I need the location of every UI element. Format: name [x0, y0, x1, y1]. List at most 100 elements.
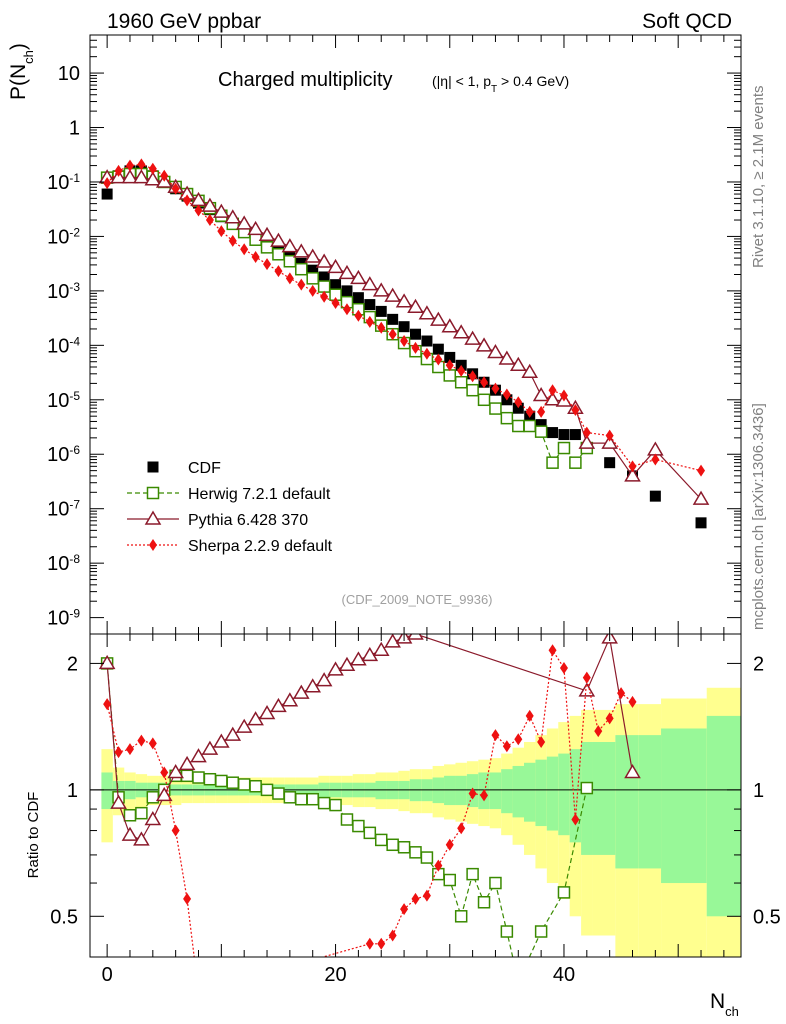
point-pythia [464, 330, 481, 345]
band-stat [524, 762, 536, 822]
ratio-point-sherpa [468, 787, 477, 800]
subscript: ch [725, 1004, 739, 1019]
point-pythia [270, 232, 287, 247]
point-pythia [407, 298, 424, 314]
point-sherpa [228, 234, 237, 247]
ratio-point-herwig [260, 783, 274, 797]
point-pythia [281, 238, 299, 253]
point-pythia [624, 467, 641, 482]
ratio-point-herwig [180, 769, 194, 783]
ratio-point-sherpa [571, 813, 580, 826]
legend-label: CDF [188, 460, 221, 477]
point-pythia [452, 324, 470, 339]
point-cdf [341, 285, 353, 297]
legend-entry-pythia: Pythia 6.428 370 [127, 510, 308, 529]
point-sherpa [148, 162, 157, 175]
y-tick-label: 10 [58, 63, 80, 85]
text-part: 10 [47, 553, 69, 575]
legend-entry-cdf: CDF [147, 460, 221, 477]
header-right: Soft QCD [642, 10, 732, 33]
point-pythia [315, 253, 333, 268]
legend: CDF Herwig 7.2.1 default Pythia 6.428 370 S… [127, 460, 333, 555]
point-pythia [121, 169, 139, 184]
text-part: 10 [47, 281, 69, 303]
ratio-point-pythia [167, 763, 184, 779]
point-sherpa [422, 347, 431, 360]
ratio-point-pythia [315, 672, 333, 687]
point-herwig [477, 393, 491, 407]
point-herwig [306, 272, 319, 285]
point-sherpa [605, 429, 614, 442]
point-sherpa [582, 426, 591, 439]
superscript: -2 [69, 225, 80, 239]
ratio-point-herwig [340, 813, 354, 826]
band-stat [558, 753, 570, 836]
point-cdf [375, 305, 387, 317]
ratio-point-herwig [363, 826, 377, 840]
ratio-point-pythia [98, 654, 116, 670]
superscript: -6 [69, 443, 80, 457]
header-left: 1960 GeV ppbar [107, 10, 261, 33]
ratio-point-herwig [283, 791, 297, 804]
band-stat [638, 735, 662, 869]
point-sherpa [697, 464, 706, 477]
point-cdf [444, 351, 456, 363]
band-stat [535, 759, 547, 827]
point-pythia [601, 434, 618, 449]
ratio-axes: 0 20 40 0.5 0.5 1 1 2 2 [50, 634, 781, 986]
x-tick-label: 0 [102, 964, 113, 986]
ratio-point-sherpa [445, 838, 454, 851]
ratio-point-sherpa [594, 725, 603, 738]
ratio-point-sherpa [559, 662, 568, 675]
band-stat [512, 765, 524, 818]
ratio-point-herwig [352, 819, 365, 833]
point-herwig [523, 419, 536, 433]
y-tick-label: 10-5 [47, 389, 80, 412]
mcplots-label: mcplots.cern.ch [arXiv:1306.3436] [750, 403, 767, 630]
ratio-point-herwig [420, 851, 434, 864]
point-sherpa [285, 272, 294, 285]
point-sherpa [137, 158, 146, 171]
y-tick-label: 10-9 [47, 607, 80, 630]
point-herwig [295, 262, 308, 276]
point-cdf [398, 321, 410, 333]
band-stat [455, 775, 467, 806]
point-sherpa [103, 177, 112, 190]
text-part: 10 [47, 444, 69, 466]
ratio-point-herwig [226, 776, 240, 789]
series-sherpa [103, 158, 706, 477]
band-stat [444, 775, 456, 806]
band-stat [615, 735, 639, 869]
band-stat [501, 769, 513, 814]
band-stat [581, 741, 593, 855]
ratio-point-herwig [374, 833, 388, 847]
ratio-point-sherpa [148, 737, 157, 750]
x-tick-label: 40 [553, 964, 575, 986]
point-herwig [443, 369, 457, 382]
y-tick-label: 1 [69, 118, 80, 140]
point-sherpa [525, 405, 534, 418]
ratio-point-herwig [237, 778, 251, 791]
ratio-point-sherpa [422, 889, 431, 902]
ratio-point-herwig [409, 846, 422, 859]
point-sherpa [342, 303, 351, 316]
point-herwig [569, 456, 582, 469]
point-cdf [421, 335, 433, 347]
ratio-y-tick-label: 0.5 [50, 906, 78, 928]
ratio-y-tick-label-right: 0.5 [753, 906, 781, 928]
ratio-point-herwig [317, 796, 331, 810]
ratio-point-pythia [372, 641, 390, 656]
point-sherpa [388, 328, 397, 341]
point-pythia [372, 282, 390, 297]
x-tick-label: 20 [324, 964, 346, 986]
point-herwig [454, 375, 468, 389]
point-cdf [649, 490, 661, 502]
point-pythia [213, 203, 230, 218]
y-tick-label: 10-6 [47, 443, 80, 466]
ratio-point-pythia [624, 763, 641, 779]
ratio-y-label: Ratio to CDF [25, 792, 42, 879]
legend-entry-sherpa: Sherpa 2.2.9 default [127, 538, 333, 555]
ratio-point-sherpa [377, 937, 386, 950]
ratio-point-herwig [466, 867, 479, 881]
ratio-point-herwig [215, 774, 228, 788]
